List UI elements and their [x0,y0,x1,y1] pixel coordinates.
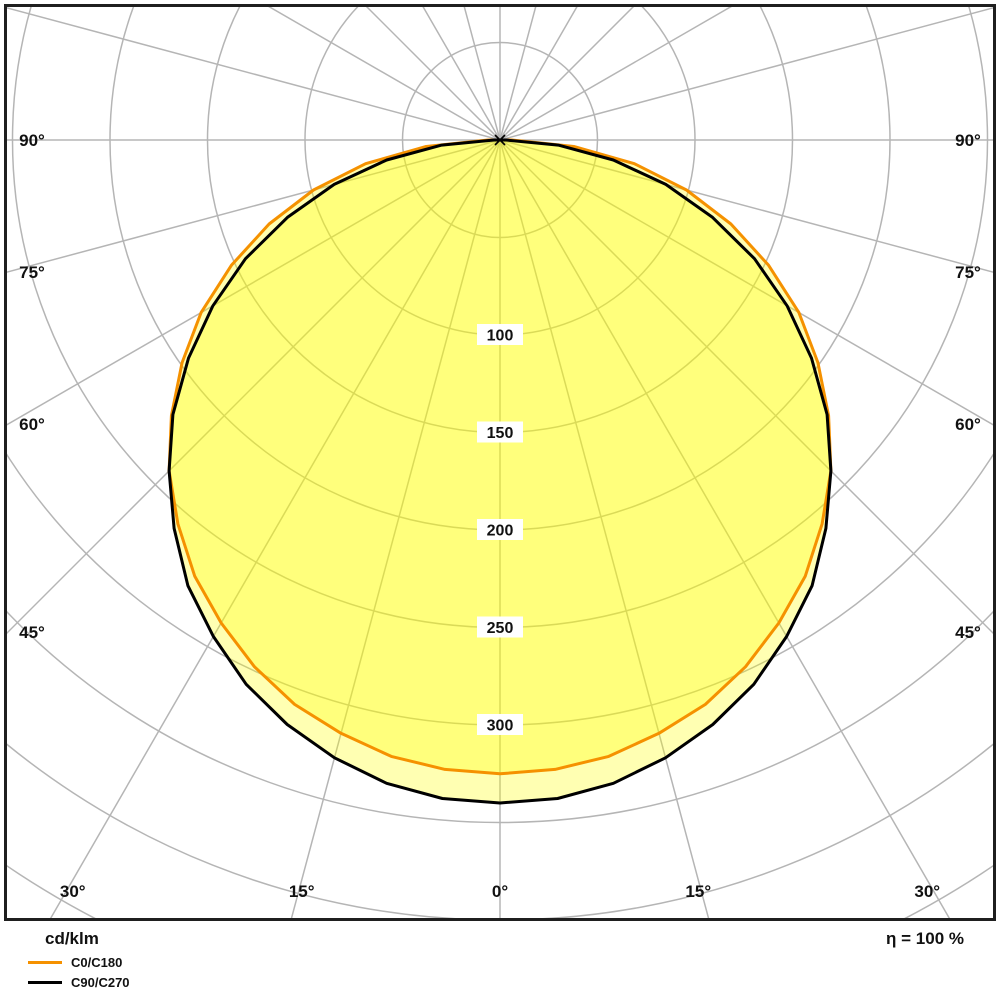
angle-label: 15° [289,882,315,901]
angle-label: 75° [955,263,981,282]
polar-chart: 100 150 200 250 300 45° 45° 60° 60° 75° 75° 90° 90° 0… [4,4,996,921]
angle-label: 60° [19,415,45,434]
ring-label: 250 [487,620,514,637]
center-marker-icon [494,134,506,146]
angle-label: 0° [492,882,508,901]
legend-item-c90-c270: C90/C270 [28,972,130,992]
angle-label: 45° [955,623,981,642]
angle-label: 30° [914,882,940,901]
ring-label: 200 [487,523,514,540]
curve-c0-c180 [167,138,833,776]
legend-label-c0-c180: C0/C180 [71,954,123,970]
angle-label: 75° [19,263,45,282]
legend-line-c0-c180-icon [28,960,62,964]
ring-label: 100 [487,328,514,345]
footer-row: cd/klm η = 100 % [0,926,1000,949]
fill-c90-c270 [169,140,831,803]
legend: C0/C180 C90/C270 [28,952,130,992]
ring-labels: 100 150 200 250 300 [477,324,523,735]
chart-frame-border [4,4,996,921]
efficiency-label: η = 100 % [886,929,964,948]
angle-label: 15° [685,882,711,901]
legend-item-c0-c180: C0/C180 [28,952,130,972]
ring-label: 150 [487,425,514,442]
angle-label: 90° [19,131,45,150]
polar-plot-area: 100 150 200 250 300 45° 45° 60° 60° 75° 75° 90° 90° 0… [6,6,994,919]
legend-label-c90-c270: C90/C270 [71,974,130,990]
curve-c90-c270 [167,138,833,805]
angle-label: 60° [955,415,981,434]
angle-label: 90° [955,131,981,150]
fill-c0-c180 [169,140,831,774]
units-label: cd/klm [45,929,99,948]
angle-label: 45° [19,623,45,642]
ring-label: 300 [487,718,514,735]
angle-label: 30° [60,882,86,901]
legend-line-c90-c270-icon [28,980,62,984]
angle-labels: 45° 45° 60° 60° 75° 75° 90° 90° 0° 15° 15° 30° 30° [19,131,981,901]
polar-chart-svg: 100 150 200 250 300 45° 45° 60° 60° 75° 75° 90° 90° 0… [4,4,996,921]
